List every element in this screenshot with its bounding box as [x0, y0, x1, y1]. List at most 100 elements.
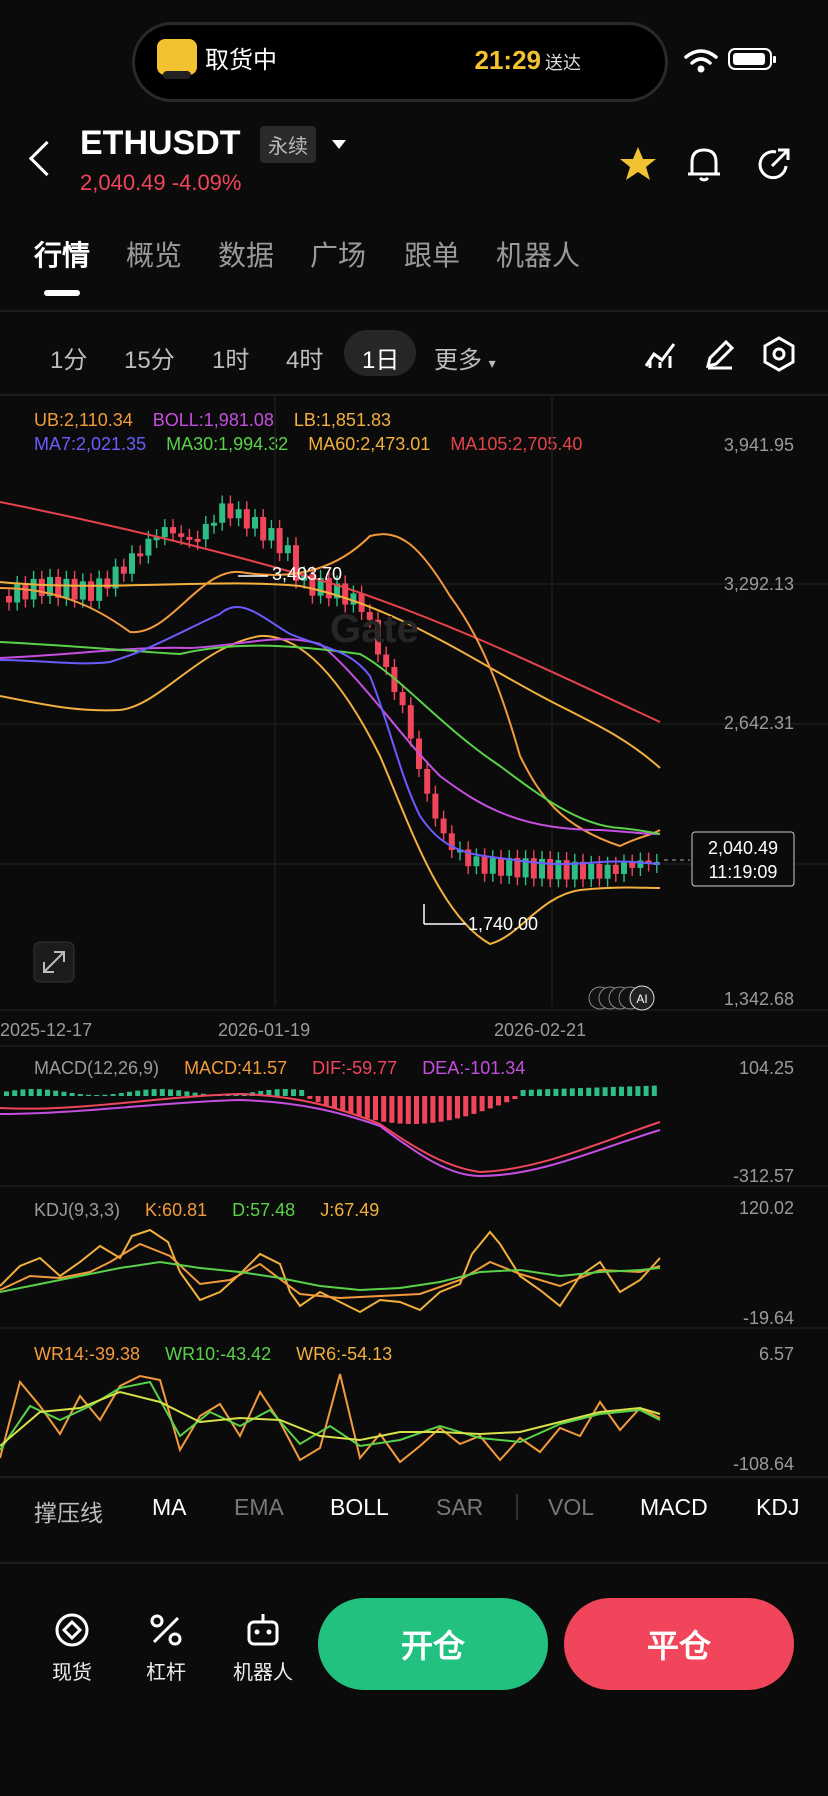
wr-axis-max: 6.57 [759, 1344, 794, 1364]
countdown-label: 11:19:09 [709, 862, 778, 882]
macd-bar [414, 1096, 419, 1124]
tab-square[interactable]: 广场 [310, 240, 367, 271]
delivery-time: 21:29 送达 [474, 45, 582, 75]
indicator-lines [0, 501, 661, 946]
candle-body [55, 576, 62, 598]
indicator-support-resistance[interactable]: 撑压线 [34, 1500, 103, 1526]
tab-market[interactable]: 行情 [34, 240, 91, 271]
back-icon[interactable] [28, 140, 65, 177]
caret-down-icon: ▾ [488, 355, 496, 371]
close-position-button[interactable]: 平仓 [564, 1598, 794, 1690]
ub-line [0, 533, 661, 848]
indicator-vol[interactable]: VOL [548, 1494, 595, 1520]
macd-bar [389, 1096, 395, 1123]
candle-body [120, 566, 127, 574]
ma7-line [0, 605, 661, 866]
ai-badge-icon[interactable]: AI [588, 985, 655, 1011]
date-axis-tick: 2026-02-21 [494, 1020, 586, 1040]
indicator-icon[interactable] [644, 338, 676, 370]
share-icon[interactable] [756, 144, 792, 184]
macd-bar [405, 1096, 411, 1124]
candle-body [448, 833, 455, 851]
macd-bar [569, 1088, 575, 1096]
candle-body [129, 553, 135, 574]
macd-bar [627, 1086, 633, 1096]
ub-label: UB:2,110.34 [34, 410, 133, 430]
macd-bar [602, 1087, 608, 1096]
bell-icon[interactable] [686, 144, 722, 184]
macd-bar [397, 1096, 403, 1124]
dock-spot[interactable]: 现货 [36, 1610, 108, 1685]
settings-gear-icon[interactable] [762, 336, 796, 372]
macd-bar [373, 1096, 378, 1121]
kline-chart[interactable]: Gate 3,403.70 1,740.00 2,040.49 11:19:09… [0, 396, 828, 1476]
boll-line [0, 638, 661, 835]
divider [0, 310, 828, 312]
candle-body [596, 863, 603, 879]
interval-more[interactable]: 更多 ▾ [434, 347, 496, 374]
tab-copy-trading[interactable]: 跟单 [404, 240, 461, 271]
ma105-line [0, 501, 661, 723]
candle-body [137, 553, 144, 557]
interval-1d[interactable]: 1日 [362, 347, 400, 374]
candle-body [580, 861, 586, 880]
svg-text:AI: AI [636, 992, 647, 1006]
price-change: 2,040.49 -4.09% [80, 170, 241, 196]
candle-body [235, 509, 242, 519]
interval-1m[interactable]: 1分 [50, 347, 88, 374]
high-marker: 3,403.70 [272, 564, 342, 584]
tab-data[interactable]: 数据 [218, 240, 275, 271]
macd-bar [323, 1096, 329, 1106]
fullscreen-expand-icon[interactable] [33, 941, 75, 983]
macd-bar [151, 1089, 157, 1096]
candle-body [539, 858, 545, 879]
macd-lines [0, 1092, 661, 1178]
tab-bot[interactable]: 机器人 [496, 240, 581, 271]
macd-bar [315, 1096, 321, 1103]
wr10-line [0, 1380, 661, 1451]
boll-legend: UB:2,110.34 BOLL:1,981.08 LB:1,851.83 [34, 410, 391, 431]
indicator-ma[interactable]: MA [152, 1494, 187, 1520]
macd-bar [28, 1089, 34, 1096]
candle-body [621, 862, 627, 874]
macd-legend: MACD(12,26,9) MACD:41.57 DIF:-59.77 DEA:… [34, 1058, 525, 1079]
low-marker: 1,740.00 [468, 914, 538, 934]
dock-bot[interactable]: 机器人 [226, 1610, 300, 1685]
indicator-ema[interactable]: EMA [234, 1494, 284, 1520]
symbol-title[interactable]: ETHUSDT [80, 124, 241, 162]
boll-label: BOLL:1,981.08 [152, 410, 274, 430]
dif-line [0, 1092, 661, 1174]
price-axis-tick: 1,342.68 [724, 989, 794, 1009]
macd-bar [594, 1087, 600, 1096]
candle-body [104, 578, 111, 589]
macd-bar [348, 1096, 354, 1114]
indicator-boll[interactable]: BOLL [330, 1494, 389, 1520]
indicator-kdj[interactable]: KDJ [756, 1494, 800, 1520]
wr10-value: WR10:-43.42 [165, 1344, 272, 1364]
interval-1h[interactable]: 1时 [212, 347, 250, 374]
macd-bar [479, 1096, 485, 1112]
macd-bar [496, 1096, 501, 1106]
draw-pencil-icon[interactable] [704, 338, 736, 370]
macd-bar [553, 1088, 559, 1096]
indicator-sar[interactable]: SAR [436, 1494, 484, 1520]
macd-bar [69, 1092, 75, 1096]
candle-body [629, 862, 636, 868]
chevron-down-icon[interactable] [332, 140, 346, 149]
dea-value: DEA:-101.34 [422, 1058, 526, 1078]
favorite-star-icon[interactable] [618, 144, 658, 184]
indicator-macd[interactable]: MACD [640, 1494, 708, 1520]
macd-bar [45, 1089, 50, 1096]
macd-bar [520, 1089, 526, 1096]
candle-body [604, 864, 611, 879]
macd-bar [356, 1096, 362, 1117]
tab-overview[interactable]: 概览 [126, 240, 183, 271]
open-position-button[interactable]: 开仓 [318, 1598, 548, 1690]
macd-bar [258, 1090, 264, 1096]
macd-bar [364, 1096, 370, 1119]
dock-leverage[interactable]: 杠杆 [130, 1610, 202, 1685]
interval-15m[interactable]: 15分 [124, 347, 175, 374]
change-percent: -4.09% [171, 170, 242, 195]
interval-4h[interactable]: 4时 [286, 347, 324, 374]
wr-legend: WR14:-39.38 WR10:-43.42 WR6:-54.13 [34, 1344, 392, 1365]
